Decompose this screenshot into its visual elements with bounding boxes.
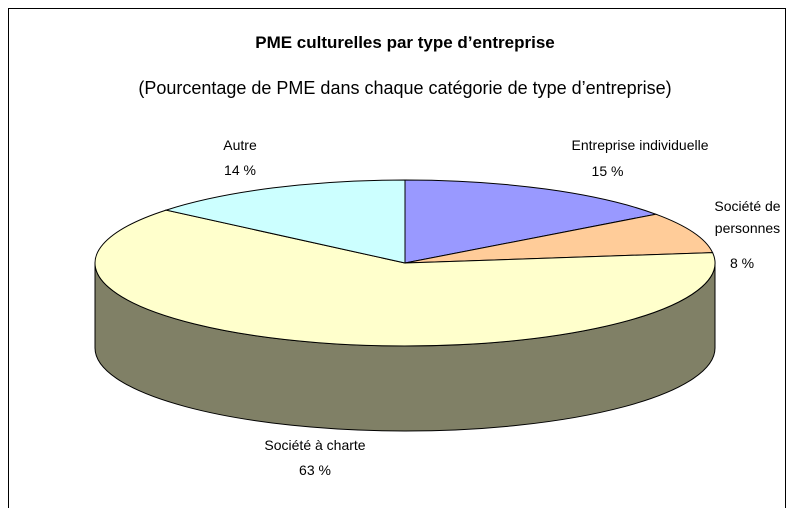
- chart-frame: [8, 8, 786, 508]
- slice-value-label: 15 %: [591, 163, 624, 179]
- chart-subtitle: (Pourcentage de PME dans chaque catégori…: [138, 78, 672, 98]
- slice: [164, 179, 406, 264]
- slice-value-label: 14 %: [224, 162, 256, 178]
- slice: [404, 213, 714, 264]
- slice-label: Entreprise individuelle: [571, 137, 709, 153]
- chart-title: PME culturelles par type d’entreprise: [255, 33, 555, 52]
- slice-label: Société de personnes: [714, 198, 781, 236]
- slice-label: Société à charte: [264, 437, 366, 453]
- slice: [404, 179, 658, 264]
- slice: [94, 209, 716, 347]
- slice-label: Autre: [223, 137, 257, 153]
- slice-value-label: 8 %: [729, 255, 755, 271]
- slice-value-label: 63 %: [299, 462, 331, 478]
